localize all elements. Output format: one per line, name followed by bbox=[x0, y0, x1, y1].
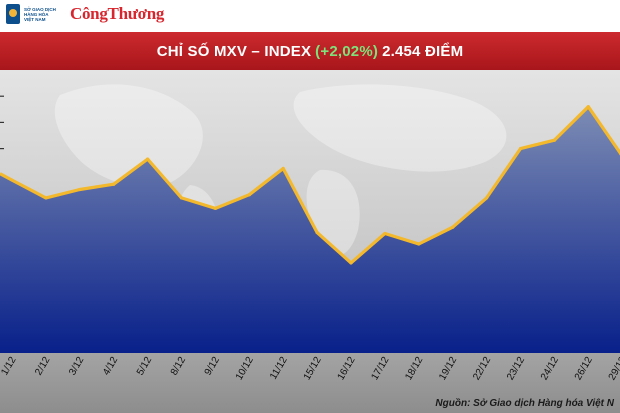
source-note: Nguồn: Sở Giao dịch Hàng hóa Việt N bbox=[435, 398, 614, 409]
data-point-11-12 bbox=[281, 166, 285, 171]
title-value: 2.454 ĐIỂM bbox=[382, 42, 464, 60]
data-point-16-12 bbox=[349, 261, 353, 265]
title-change: (+2,02%) bbox=[315, 42, 379, 60]
org-name: SỞ GIAO DỊCH HÀNG HÓA VIỆT NAM bbox=[24, 6, 56, 22]
data-point-5-12 bbox=[146, 157, 150, 161]
data-point-15-12 bbox=[315, 230, 319, 235]
data-point-23-12 bbox=[518, 147, 523, 151]
data-point-17-12 bbox=[383, 231, 387, 236]
data-point-9-12 bbox=[213, 206, 217, 210]
chart-area: 1/12 2/12 3/12 4/12 5/12 8/12 9/12 10/12 11/12 15… bbox=[0, 70, 620, 413]
publisher-logo: SỞ GIAO DỊCH HÀNG HÓA VIỆT NAM CôngThươn… bbox=[6, 4, 164, 24]
data-point-19-12 bbox=[451, 225, 455, 229]
data-point-10-12 bbox=[247, 193, 251, 197]
data-point-4-12 bbox=[112, 182, 116, 186]
data-point-26-12 bbox=[586, 105, 590, 109]
header: SỞ GIAO DỊCH HÀNG HÓA VIỆT NAM CôngThươn… bbox=[0, 0, 620, 32]
brand-name: CôngThương bbox=[70, 4, 165, 23]
data-point-18-12 bbox=[417, 242, 421, 246]
data-point-3-12 bbox=[78, 187, 82, 192]
mxv-seal-icon bbox=[6, 4, 20, 24]
data-point-22-12 bbox=[485, 196, 489, 200]
data-point-24-12 bbox=[552, 138, 557, 142]
data-point-2-12 bbox=[44, 196, 48, 200]
chart-title: CHỈ SỐ MXV – INDEX (+2,02%) 2.454 ĐIỂM bbox=[0, 32, 620, 70]
data-point-8-12 bbox=[179, 196, 184, 200]
title-prefix: CHỈ SỐ MXV – INDEX bbox=[156, 42, 312, 60]
data-point-1-12 bbox=[10, 178, 14, 182]
